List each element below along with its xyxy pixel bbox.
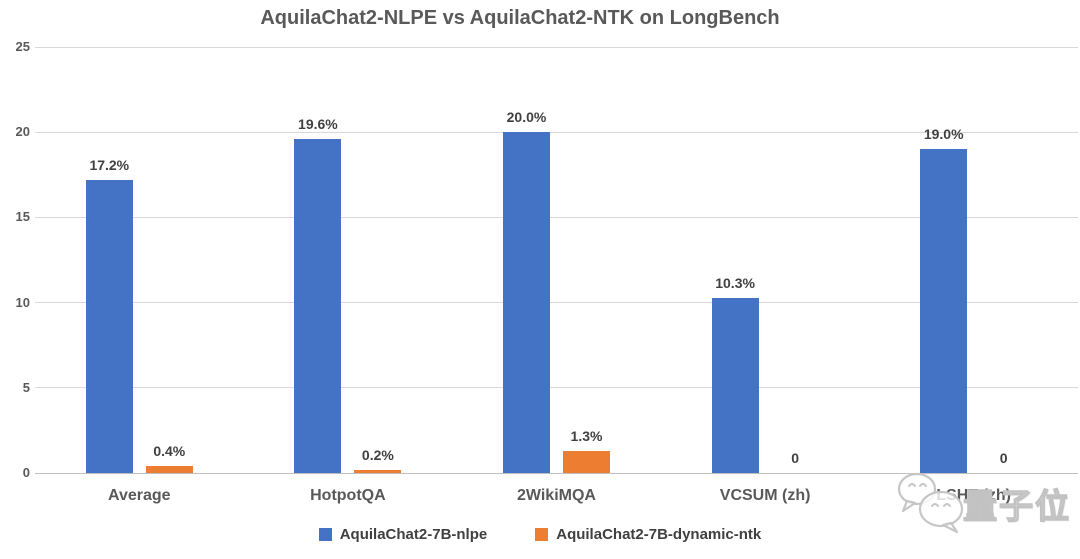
bar-ntk-1 [354,469,402,473]
bar-nlpe-2 [503,132,550,473]
value-label-nlpe-0: 17.2% [89,156,130,173]
bar-nlpe-4 [920,149,968,473]
value-label-nlpe-2: 20.0% [506,109,547,126]
value-label-ntk-2: 1.3% [570,427,603,444]
gridline-25 [35,46,1078,48]
gridline-0 [35,472,1078,474]
ytick-label-0: 0 [22,465,30,480]
legend-label-nlpe: AquilaChat2-7B-nlpe [339,526,488,543]
value-label-nlpe-3: 10.3% [715,274,755,291]
legend-label-dynamic-ntk: AquilaChat2-7B-dynamic-ntk [556,526,762,543]
bar-nlpe-0 [85,179,133,473]
value-label-ntk-0: 0.4% [153,443,186,460]
legend-item-dynamic-ntk: AquilaChat2-7B-dynamic-ntk [535,526,761,543]
legend-swatch-dynamic-ntk-icon [535,528,549,541]
category-label-4: LSHT (zh) [936,487,1012,504]
bar-nlpe-3 [711,297,759,473]
plot-area: 17.2% 0.4% 19.6% 0.2% 20.0% 1.3% 10.3% 0 19.0% 0 [35,46,1078,474]
category-label-2: 2WikiMQA [516,487,596,504]
gridline-5 [35,387,1078,389]
gridline-10 [35,302,1078,304]
bar-ntk-2 [563,450,610,473]
legend-swatch-nlpe-icon [318,528,332,541]
ytick-label-5: 5 [22,379,30,395]
value-label-ntk-1: 0.2% [361,446,394,463]
category-label-0: Average [108,487,171,504]
value-label-nlpe-1: 19.6% [298,116,338,133]
chart-title: AquilaChat2-NLPE vs AquilaChat2-NTK on L… [260,7,780,29]
category-label-1: HotpotQA [310,487,386,504]
gridline-15 [35,216,1078,218]
legend-item-nlpe: AquilaChat2-7B-nlpe [318,526,488,543]
gridline-20 [35,131,1078,133]
value-label-ntk-3: 0 [791,450,799,466]
category-label-3: VCSUM (zh) [719,487,811,504]
ytick-label-20: 20 [15,124,30,140]
bar-nlpe-1 [294,139,342,473]
ytick-label-10: 10 [15,294,30,310]
legend: AquilaChat2-7B-nlpe AquilaChat2-7B-dynam… [0,526,1080,543]
value-label-ntk-4: 0 [999,450,1008,466]
bar-ntk-0 [145,466,193,473]
value-label-nlpe-4: 19.0% [923,126,964,143]
ytick-label-15: 15 [15,209,30,225]
ytick-label-25: 25 [15,39,30,54]
